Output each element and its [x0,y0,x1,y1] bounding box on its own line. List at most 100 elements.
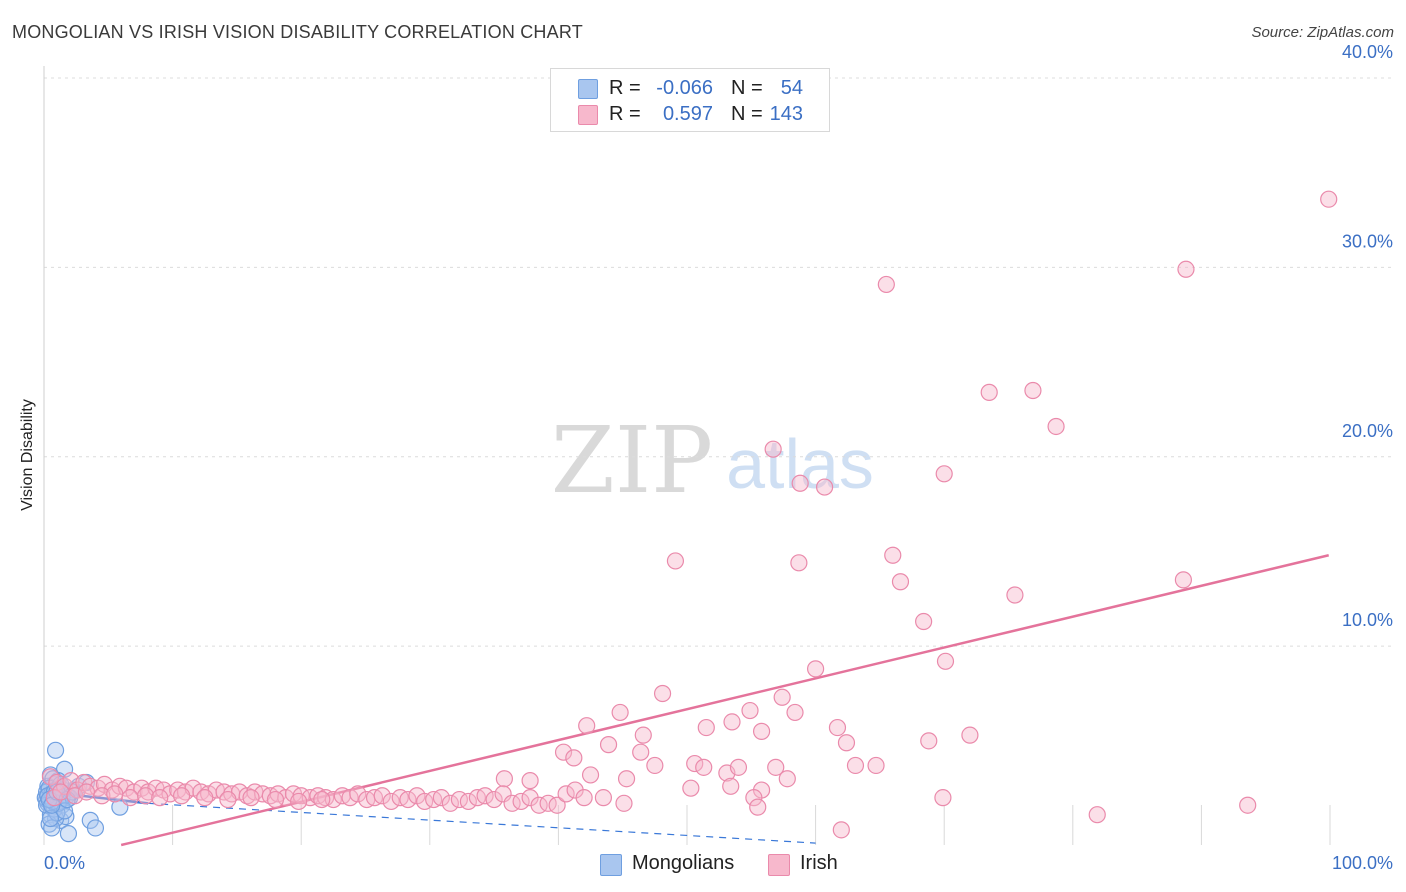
point-irish [915,612,933,631]
axes [43,66,1331,845]
point-irish [432,789,450,807]
correlation-stats-box: R = -0.066 N = 54 R = 0.597 N = 143 [550,68,830,132]
point-irish [745,789,763,807]
legend: Mongolians Irish [0,852,1406,878]
point-irish [891,573,910,591]
point-irish [615,794,633,812]
y-tick-label: 20.0% [1342,421,1393,441]
point-irish [653,684,672,703]
point-irish [512,792,530,811]
watermark-atlas: atlas [726,425,874,503]
data-points [36,190,1338,843]
stats-r-label: R = [609,103,641,125]
point-irish [349,785,367,803]
point-irish [749,798,767,816]
y-tick-label: 40.0% [1342,42,1393,62]
point-mongolians [59,825,78,843]
point-irish [790,554,808,572]
point-irish [399,790,417,809]
point-irish [816,478,834,496]
point-irish [121,789,139,807]
point-irish [722,777,740,795]
stats-n-label: N = [731,77,763,99]
point-irish [846,756,865,775]
point-irish [313,790,331,809]
stats-r-value: 0.597 [662,103,713,125]
point-irish [723,713,741,731]
y-tick-label: 10.0% [1342,610,1393,630]
point-irish [1320,190,1338,208]
point-irish [1088,806,1106,824]
point-irish [242,789,260,807]
point-irish [778,770,796,788]
point-irish [936,652,955,670]
point-irish [764,440,782,458]
point-irish [632,743,650,761]
legend-label-irish: Irish [800,852,838,874]
point-irish [935,465,953,483]
stats-row-irish: R = 0.597 N = 143 [551,101,829,127]
trend-lines [47,554,1330,847]
point-irish [729,758,748,776]
stats-n-label: N = [731,103,763,125]
point-irish [791,474,809,492]
point-irish [266,790,285,809]
point-irish [666,552,685,570]
legend-swatch-mongolians [600,854,622,876]
stats-r-label: R = [609,77,641,99]
point-irish [581,766,600,784]
point-mongolians [46,741,65,759]
x-tick-labels: 0.0% 100.0% [44,853,1393,873]
point-irish [837,734,856,752]
point-irish [578,717,596,735]
point-irish [557,785,575,803]
point-irish [441,794,459,812]
point-irish [136,787,155,805]
point-irish [77,783,96,801]
point-irish [196,789,214,807]
point-irish [521,772,539,790]
point-irish [934,789,952,807]
point-irish [611,703,629,722]
point-irish [646,756,664,775]
point-irish [806,660,825,678]
point-irish [752,722,771,740]
point-irish [599,736,618,754]
point-irish [459,792,477,811]
point-irish [767,758,785,776]
point-irish [1024,381,1042,400]
point-irish [1239,796,1257,814]
y-tick-label: 30.0% [1342,231,1393,251]
point-irish [554,743,573,761]
stats-swatch-mongolians [578,79,598,99]
stats-r-value: -0.066 [656,77,713,99]
point-irish [773,688,791,706]
point-irish [106,785,124,803]
point-irish [1174,571,1192,589]
point-irish [382,792,400,811]
point-irish [634,726,652,744]
point-irish [1047,417,1065,436]
stats-row-mongolians: R = -0.066 N = 54 [551,75,829,101]
point-irish [93,787,111,805]
point-irish [548,796,566,814]
point-irish [832,821,850,839]
point-mongolians [41,809,60,828]
grid-lines [44,77,1392,647]
point-irish [1177,260,1195,278]
point-irish [920,732,938,750]
point-irish [867,756,885,775]
legend-swatch-irish [768,854,790,876]
y-tick-labels: 10.0% 20.0% 30.0% 40.0% [1342,42,1393,630]
point-irish [151,789,169,807]
point-irish [741,701,759,720]
watermark-zip: ZIP [551,407,713,514]
point-irish [476,787,494,805]
point-irish [290,792,308,811]
point-irish [219,790,237,809]
legend-label-mongolians: Mongolians [632,852,735,874]
point-irish [695,758,713,776]
point-irish [697,718,715,737]
chart-title: MONGOLIAN VS IRISH VISION DISABILITY COR… [12,22,583,42]
point-irish [565,749,583,767]
